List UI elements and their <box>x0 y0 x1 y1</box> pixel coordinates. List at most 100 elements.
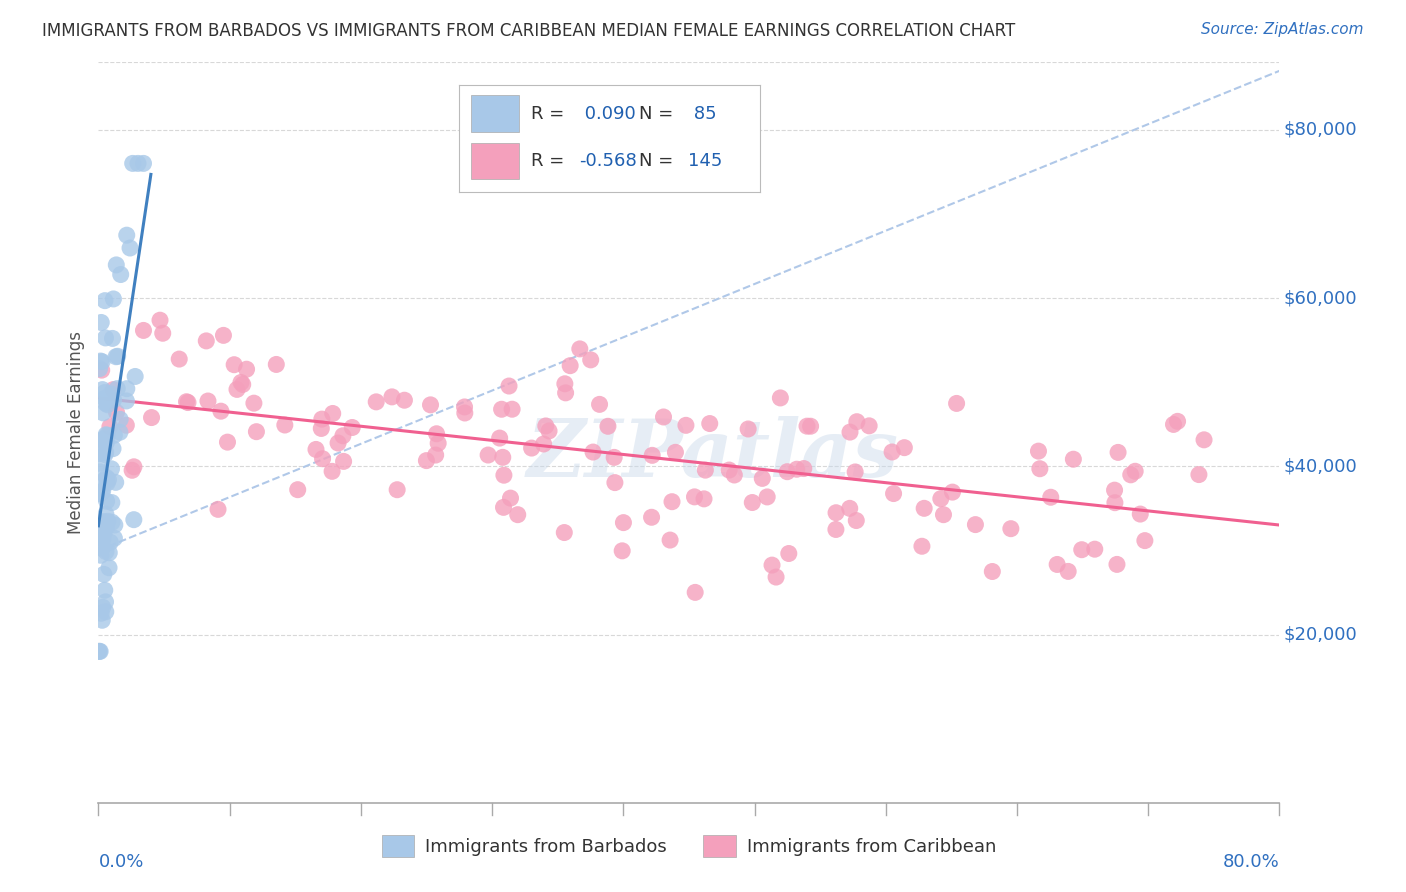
Point <box>426 426 449 441</box>
Point <box>322 407 344 421</box>
Point <box>115 382 138 396</box>
Point <box>839 425 862 439</box>
Point <box>640 510 662 524</box>
Point <box>93 515 115 529</box>
Point <box>366 395 388 409</box>
Point <box>149 313 172 327</box>
Point <box>105 382 128 396</box>
Point <box>266 358 288 372</box>
Point <box>132 323 155 337</box>
Point <box>243 396 266 410</box>
Point <box>89 361 111 376</box>
Point <box>90 316 112 330</box>
Point <box>554 385 576 400</box>
Point <box>89 644 111 658</box>
Point <box>98 535 121 549</box>
Point <box>91 483 114 498</box>
Point <box>1133 533 1156 548</box>
Point <box>235 362 257 376</box>
Point <box>683 490 706 504</box>
Point <box>94 385 117 400</box>
Point <box>287 483 309 497</box>
Point <box>568 342 591 356</box>
Point <box>93 434 115 449</box>
Point <box>498 379 520 393</box>
Point <box>108 425 131 440</box>
Point <box>381 390 404 404</box>
Point <box>394 393 416 408</box>
Point <box>718 463 741 477</box>
Point <box>90 485 112 500</box>
Point <box>118 241 141 255</box>
Point <box>104 518 127 533</box>
Point <box>97 514 120 528</box>
Point <box>741 495 763 509</box>
Point <box>501 402 523 417</box>
Point <box>1188 467 1211 482</box>
Point <box>101 515 124 529</box>
Point <box>533 437 555 451</box>
Point <box>96 428 118 442</box>
Point <box>1123 464 1146 478</box>
Point <box>723 468 745 483</box>
Point <box>96 435 118 450</box>
Point <box>115 228 138 243</box>
Point <box>326 436 349 450</box>
Point <box>94 396 117 410</box>
Point <box>96 494 118 508</box>
Point <box>596 419 619 434</box>
Point <box>603 450 626 465</box>
Point <box>87 524 110 539</box>
Point <box>492 450 515 465</box>
Point <box>94 583 117 598</box>
Point <box>579 352 602 367</box>
Point <box>311 412 333 426</box>
Point <box>1119 467 1142 482</box>
Point <box>825 523 848 537</box>
Point <box>96 475 118 490</box>
Point <box>506 508 529 522</box>
Point <box>90 548 112 562</box>
Point <box>89 465 111 479</box>
Point <box>385 483 408 497</box>
Point <box>141 410 163 425</box>
Point <box>1163 417 1185 432</box>
Point <box>769 391 792 405</box>
Point <box>499 491 522 505</box>
Point <box>121 463 143 477</box>
Text: Source: ZipAtlas.com: Source: ZipAtlas.com <box>1201 22 1364 37</box>
Point <box>94 293 117 308</box>
Point <box>845 415 868 429</box>
Text: ZIPatlas: ZIPatlas <box>526 416 898 493</box>
Point <box>232 377 254 392</box>
Point <box>224 358 246 372</box>
Point <box>121 156 143 170</box>
Point <box>94 605 117 619</box>
Point <box>845 514 868 528</box>
Point <box>122 513 145 527</box>
Point <box>94 544 117 558</box>
Point <box>115 393 138 408</box>
Point <box>932 508 955 522</box>
Point <box>107 349 129 363</box>
Point <box>454 406 477 420</box>
Point <box>167 352 190 367</box>
Point <box>90 354 112 368</box>
Point <box>105 258 128 272</box>
Point <box>912 501 935 516</box>
Point <box>825 506 848 520</box>
Point <box>274 417 297 432</box>
Point <box>93 432 115 446</box>
Point <box>89 644 111 658</box>
Point <box>1192 433 1215 447</box>
Point <box>103 428 125 442</box>
Point <box>858 418 880 433</box>
Point <box>90 607 112 621</box>
Point <box>661 494 683 508</box>
Point <box>1039 490 1062 504</box>
Point <box>94 435 117 450</box>
Point <box>560 359 582 373</box>
Point <box>342 420 364 434</box>
Point <box>1046 558 1069 572</box>
Point <box>195 334 218 348</box>
